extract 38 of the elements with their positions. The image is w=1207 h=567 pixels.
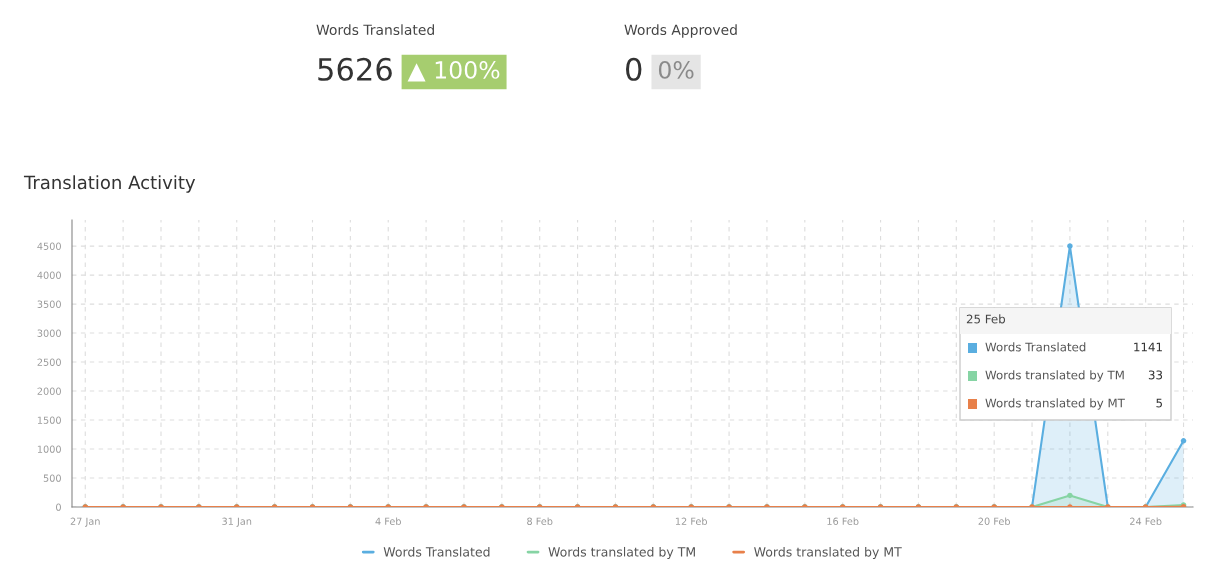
annotation: 5 <box>1156 398 1162 408</box>
legend-label: Words translated by MT <box>754 546 902 560</box>
x-tick-label: 24 Feb <box>1130 517 1162 525</box>
y-tick-label: 1000 <box>37 445 61 453</box>
x-tick-label: 12 Feb <box>675 517 708 525</box>
y-tick-label: 500 <box>43 474 61 482</box>
legend-label: Words translated by TM <box>548 546 695 560</box>
annotation: Words translated by MT <box>985 398 1125 410</box>
y-tick-label: 2500 <box>37 358 61 366</box>
chart-title: Translation Activity <box>23 175 196 193</box>
annotation: 1141 <box>1134 342 1162 352</box>
y-tick-label: 1500 <box>37 416 61 424</box>
x-tick-label: 8 Feb <box>527 517 553 525</box>
text: 5626 <box>318 57 392 81</box>
y-tick-label: 4500 <box>37 242 61 250</box>
x-tick-label: 31 Jan <box>222 517 252 527</box>
y-tick-label: 3000 <box>37 329 61 337</box>
point <box>1180 438 1187 444</box>
annotation: 33 <box>1148 370 1163 380</box>
x-tick-label: 20 Feb <box>978 517 1010 525</box>
text: ▲ 100% <box>407 60 500 82</box>
annotation: Words translated by TM <box>985 370 1124 382</box>
text: 0 <box>626 57 642 81</box>
legend-label: Words Translated <box>985 342 1086 352</box>
text: Words Approved <box>624 24 737 38</box>
text: 0% <box>658 60 694 79</box>
x-tick-label: 27 Jan <box>70 517 100 527</box>
y-tick-label: 0 <box>56 503 61 511</box>
point <box>1067 243 1073 249</box>
text: Words Translated <box>316 24 434 36</box>
text: Words Translated <box>383 546 490 557</box>
y-tick-label: 2000 <box>37 387 61 395</box>
x-tick-label: 16 Feb <box>827 517 859 525</box>
point <box>1067 492 1073 499</box>
x-tick-label: 4 Feb <box>375 517 401 525</box>
y-tick-label: 3500 <box>37 300 61 308</box>
annotation: 25 Feb <box>966 314 1006 324</box>
y-tick-label: 4000 <box>37 271 61 279</box>
